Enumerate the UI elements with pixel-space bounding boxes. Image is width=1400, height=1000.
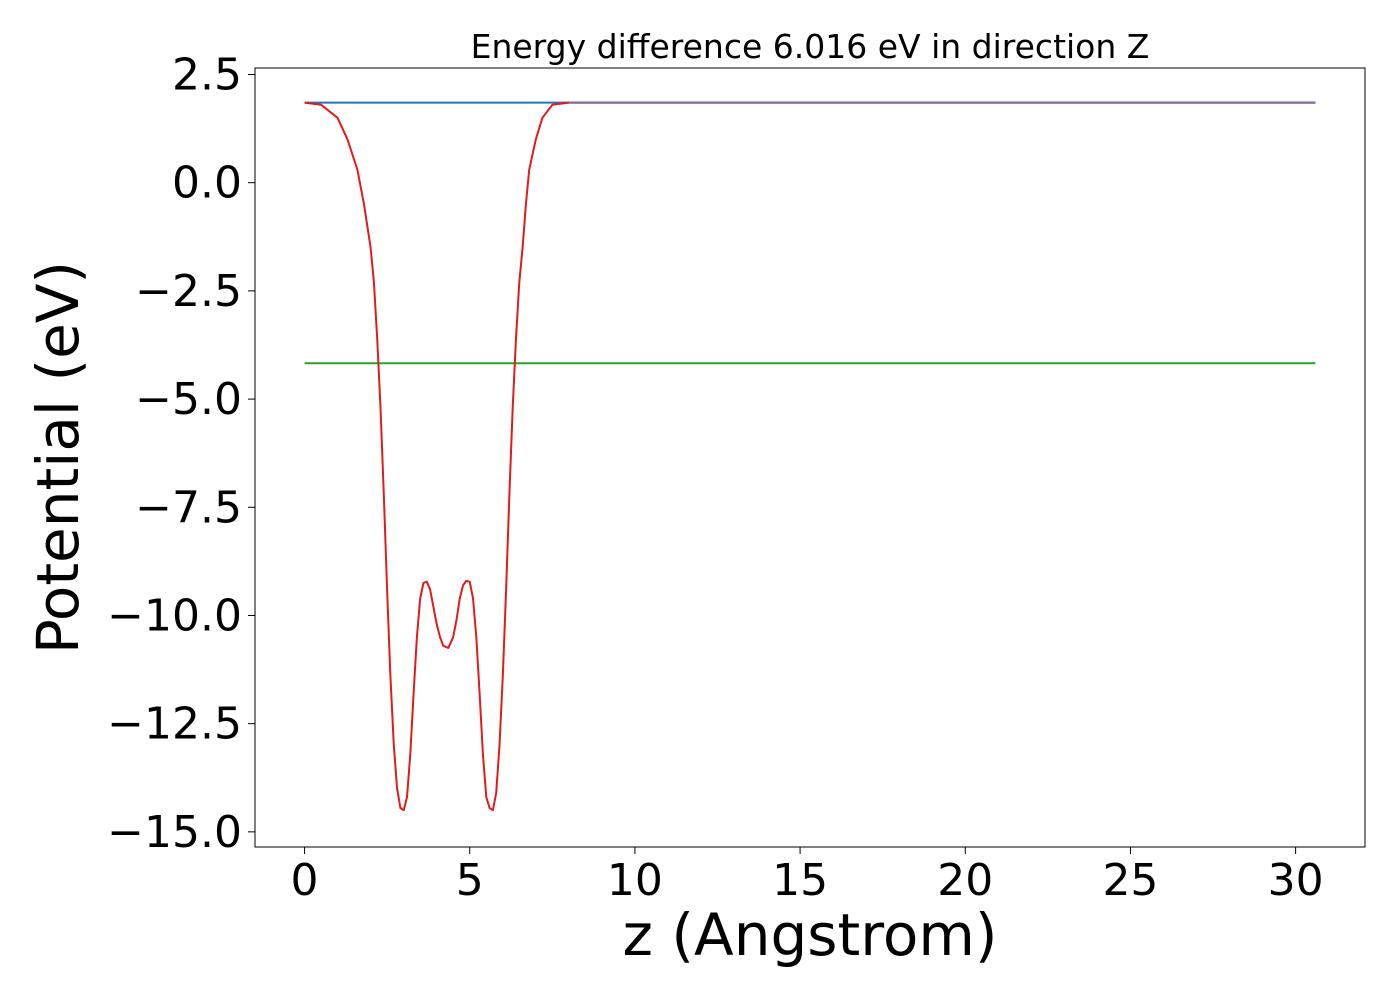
- y-tick-label: 0.0: [172, 158, 242, 209]
- y-tick-label: −12.5: [107, 699, 242, 750]
- y-axis-label: Potential (eV): [24, 261, 92, 654]
- series-line-3: [304, 101, 1316, 812]
- y-axis-ticks: 2.5 0.0 −2.5 −5.0 −7.5 −10.0 −12.5 −15.0: [107, 49, 255, 858]
- x-tick-label: 30: [1268, 855, 1324, 906]
- x-axis-label: z (Angstrom): [623, 901, 998, 969]
- series-layer: [304, 101, 1316, 812]
- y-tick-label: −7.5: [135, 482, 242, 533]
- y-tick-label: −5.0: [135, 374, 242, 425]
- x-tick-label: 5: [456, 855, 484, 906]
- x-tick-label: 15: [772, 855, 828, 906]
- chart-title: Energy difference 6.016 eV in direction …: [471, 27, 1150, 66]
- y-tick-label: 2.5: [172, 49, 242, 100]
- y-tick-label: −2.5: [135, 266, 242, 317]
- y-tick-label: −15.0: [107, 807, 242, 858]
- x-tick-label: 10: [607, 855, 663, 906]
- x-tick-label: 20: [937, 855, 993, 906]
- y-tick-label: −10.0: [107, 590, 242, 641]
- plot-frame: [254, 67, 1366, 848]
- x-tick-label: 25: [1102, 855, 1158, 906]
- x-tick-label: 0: [291, 855, 319, 906]
- x-axis-ticks: 0 5 10 15 20 25 30: [291, 847, 1324, 906]
